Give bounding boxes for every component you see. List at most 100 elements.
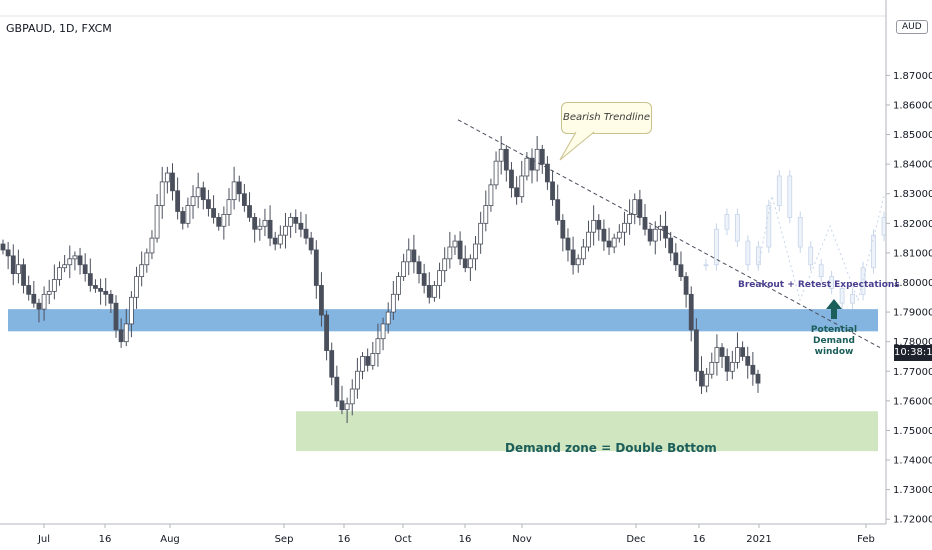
- candle[interactable]: [539, 144, 545, 174]
- candle[interactable]: [514, 176, 520, 205]
- candle[interactable]: [503, 144, 509, 182]
- candle[interactable]: [683, 272, 689, 308]
- candle[interactable]: [139, 251, 145, 287]
- candle[interactable]: [601, 219, 607, 251]
- candle[interactable]: [509, 162, 514, 198]
- candle[interactable]: [555, 184, 561, 225]
- demand-zone-annotation[interactable]: Demand zone = Double Bottom: [505, 441, 717, 455]
- candle[interactable]: [72, 251, 78, 271]
- candle[interactable]: [293, 209, 299, 234]
- candle[interactable]: [432, 281, 437, 302]
- candle[interactable]: [452, 234, 458, 255]
- candle[interactable]: [41, 286, 47, 321]
- candle[interactable]: [308, 231, 314, 255]
- candle[interactable]: [545, 156, 550, 190]
- candle[interactable]: [334, 365, 340, 408]
- candle[interactable]: [108, 289, 114, 313]
- candle[interactable]: [118, 318, 124, 348]
- candle[interactable]: [77, 247, 83, 275]
- candle[interactable]: [385, 302, 391, 334]
- candle[interactable]: [98, 278, 103, 305]
- candle[interactable]: [303, 214, 309, 245]
- candle[interactable]: [529, 148, 535, 184]
- candle[interactable]: [231, 166, 237, 210]
- candle[interactable]: [396, 272, 401, 301]
- candle[interactable]: [283, 212, 288, 249]
- candle[interactable]: [668, 231, 674, 261]
- candle[interactable]: [735, 332, 740, 369]
- candle[interactable]: [87, 258, 93, 292]
- candle[interactable]: [580, 239, 586, 266]
- candle[interactable]: [57, 261, 62, 286]
- candle[interactable]: [498, 136, 504, 175]
- candle[interactable]: [642, 204, 648, 236]
- candle[interactable]: [195, 172, 201, 209]
- candle[interactable]: [206, 189, 211, 217]
- candle[interactable]: [170, 163, 175, 201]
- candle[interactable]: [637, 189, 643, 226]
- candle[interactable]: [5, 241, 11, 270]
- candle[interactable]: [26, 275, 32, 301]
- candle[interactable]: [21, 258, 26, 294]
- candle[interactable]: [560, 214, 566, 252]
- candle[interactable]: [175, 177, 181, 220]
- candle[interactable]: [16, 249, 21, 284]
- candle[interactable]: [519, 160, 525, 203]
- candle[interactable]: [46, 279, 52, 305]
- candle[interactable]: [144, 248, 150, 273]
- candle[interactable]: [267, 205, 273, 247]
- candle[interactable]: [596, 214, 602, 241]
- candle[interactable]: [324, 310, 329, 361]
- candle[interactable]: [51, 264, 57, 300]
- candle[interactable]: [724, 348, 730, 382]
- candle[interactable]: [277, 225, 283, 249]
- candle[interactable]: [380, 317, 386, 351]
- candle[interactable]: [164, 166, 170, 194]
- candle[interactable]: [426, 272, 432, 304]
- candle[interactable]: [755, 369, 761, 393]
- candle[interactable]: [632, 193, 638, 225]
- candle[interactable]: [663, 211, 668, 248]
- candle[interactable]: [134, 266, 139, 309]
- candle[interactable]: [354, 357, 360, 399]
- candle[interactable]: [493, 151, 499, 190]
- candle[interactable]: [185, 197, 191, 228]
- candle[interactable]: [62, 254, 68, 273]
- candle[interactable]: [67, 245, 73, 279]
- candle[interactable]: [714, 334, 720, 376]
- candle[interactable]: [467, 254, 473, 282]
- candle[interactable]: [360, 352, 365, 380]
- candle[interactable]: [129, 291, 134, 338]
- candle[interactable]: [236, 175, 242, 202]
- time-axis[interactable]: Jul 16 Aug Sep 16 Oct 16 Nov Dec 16 2021 Feb: [37, 524, 875, 545]
- candle[interactable]: [740, 341, 745, 361]
- candle[interactable]: [750, 352, 756, 386]
- demand-window-annotation[interactable]: Potential Demand window: [790, 325, 878, 358]
- candle[interactable]: [704, 368, 710, 393]
- candle[interactable]: [729, 350, 735, 380]
- candle[interactable]: [257, 218, 263, 241]
- candle[interactable]: [437, 262, 442, 299]
- candle[interactable]: [211, 195, 216, 224]
- candle[interactable]: [719, 343, 725, 369]
- candle[interactable]: [678, 251, 684, 282]
- resistance-zone[interactable]: [8, 309, 878, 332]
- candle[interactable]: [241, 183, 247, 212]
- candle[interactable]: [200, 181, 206, 210]
- candle[interactable]: [288, 212, 294, 238]
- candle[interactable]: [226, 188, 232, 226]
- candle[interactable]: [483, 190, 489, 232]
- symbol-title[interactable]: GBPAUD, 1D, FXCM: [6, 22, 112, 35]
- candle[interactable]: [622, 211, 627, 246]
- demand-zone[interactable]: [296, 411, 878, 452]
- currency-badge[interactable]: AUD: [896, 20, 928, 34]
- candle[interactable]: [401, 253, 407, 282]
- candle[interactable]: [344, 397, 350, 424]
- candle[interactable]: [421, 263, 427, 294]
- candle[interactable]: [370, 341, 376, 370]
- candle[interactable]: [688, 286, 694, 342]
- candle[interactable]: [447, 231, 453, 269]
- candle[interactable]: [82, 253, 88, 282]
- candle[interactable]: [349, 379, 355, 416]
- breakout-annotation[interactable]: Breakout + Retest Expectations: [738, 280, 900, 290]
